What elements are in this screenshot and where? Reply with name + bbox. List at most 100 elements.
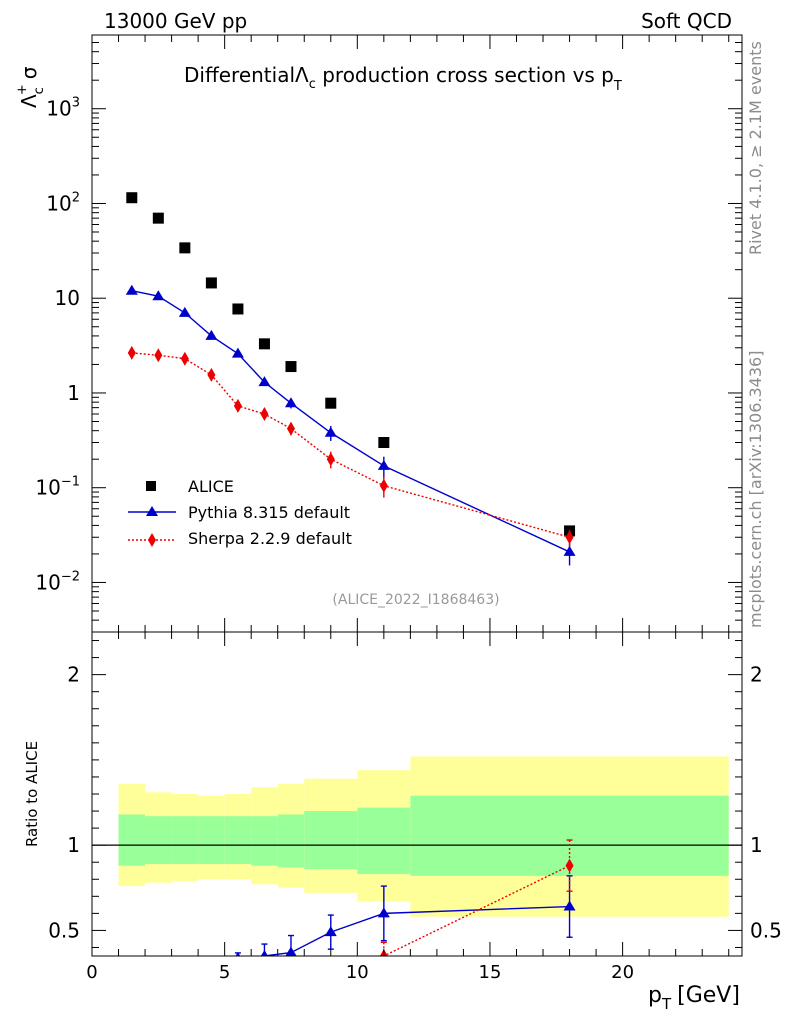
ratio-y-tick-labels: 0.5 0.5 1 1 2 2 <box>48 663 782 943</box>
sherpa-line <box>131 352 570 538</box>
pythia-ratio-point <box>260 950 269 956</box>
alice-point <box>152 212 164 224</box>
x-axis-label: pT [GeV] <box>648 983 740 1013</box>
pythia-line <box>131 290 570 553</box>
sherpa-point <box>233 398 242 413</box>
pythia-ratio-point <box>324 926 337 937</box>
ratio-panel: 0.5 0.5 1 1 2 2 <box>48 631 782 1017</box>
x-tick-label: 10 <box>346 962 369 983</box>
y-tick-label: 10 <box>55 286 80 310</box>
x-tick-labels: 0 5 10 15 20 <box>86 962 634 983</box>
sherpa-ratio-point <box>260 978 268 992</box>
band-stat <box>145 816 172 864</box>
y-tick-label-left: 2 <box>67 663 80 687</box>
main-data-marks <box>125 192 576 566</box>
pythia-point <box>178 306 191 317</box>
main-panel: 10−2 10−1 1 10 102 103 <box>35 34 743 633</box>
ratio-axis-ticks <box>91 632 742 956</box>
pythia-point <box>324 426 337 437</box>
pythia-ratio-point <box>179 975 191 985</box>
legend-marker-sherpa <box>148 533 156 547</box>
band-stat <box>277 814 305 868</box>
y-tick-label-left: 0.5 <box>48 918 80 942</box>
pythia-ratio-point <box>152 984 164 994</box>
pythia-ratio-line <box>255 905 570 956</box>
y-tick-label-right: 0.5 <box>750 918 782 942</box>
y-tick-label-right: 1 <box>750 833 763 857</box>
legend-marker-alice <box>146 481 156 491</box>
pythia-point <box>284 397 297 408</box>
sherpa-ratio-point <box>207 990 215 1004</box>
alice-point <box>205 277 217 289</box>
main-y-axis-label: Λc+σ <box>15 66 47 108</box>
analysis-id: (ALICE_2022_I1868463) <box>332 592 499 608</box>
band-stat <box>251 816 278 866</box>
ratio-uncertainty-bands <box>92 756 742 917</box>
sherpa-ratio-point <box>327 964 335 978</box>
y-tick-label: 103 <box>46 96 80 121</box>
sherpa-ratio-point <box>565 858 574 873</box>
chart-title: DifferentialΛc production cross section … <box>184 63 622 94</box>
y-tick-label: 10−1 <box>35 475 80 500</box>
sherpa-point <box>565 530 574 545</box>
y-tick-label-left: 1 <box>67 833 80 857</box>
alice-point <box>285 361 297 373</box>
main-y-tick-labels: 10−2 10−1 1 10 102 103 <box>35 96 80 595</box>
legend: ALICE Pythia 8.315 default Sherpa 2.2.9 … <box>128 477 352 548</box>
legend-marker-pythia <box>146 506 158 516</box>
side-label-mcplots: mcplots.cern.ch [arXiv:1306.3436] <box>746 351 765 628</box>
main-axis-ticks <box>91 34 742 633</box>
sherpa-ratio-point <box>234 992 242 1006</box>
y-tick-label: 1 <box>67 381 80 405</box>
sherpa-point <box>127 345 136 360</box>
pythia-ratio-point <box>205 963 217 973</box>
x-tick-label: 15 <box>479 962 502 983</box>
x-tick-label: 5 <box>219 962 230 983</box>
sherpa-ratio-point <box>154 1003 162 1017</box>
y-tick-label: 10−2 <box>35 569 80 594</box>
legend-label-alice: ALICE <box>188 477 234 496</box>
pythia-point <box>563 545 576 556</box>
band-stat <box>304 811 358 870</box>
alice-point <box>126 192 138 204</box>
alice-point <box>258 338 270 350</box>
side-label-rivet: Rivet 4.1.0, ≥ 2.1M events <box>746 41 765 255</box>
pythia-ratio-point <box>126 992 138 1002</box>
sherpa-point <box>207 367 216 382</box>
pythia-ratio-point <box>285 946 297 956</box>
band-stat <box>224 816 252 864</box>
alice-point <box>378 437 390 449</box>
pythia-point <box>231 347 244 358</box>
pythia-point <box>258 376 271 387</box>
sherpa-point <box>379 478 388 493</box>
y-tick-label-right: 2 <box>750 663 763 687</box>
band-stat <box>357 807 411 875</box>
legend-label-pythia: Pythia 8.315 default <box>188 503 350 522</box>
y-tick-label: 102 <box>46 190 80 215</box>
sherpa-ratio-point <box>181 997 189 1011</box>
alice-point <box>179 242 191 254</box>
pythia-ratio-point <box>377 907 390 918</box>
x-tick-label: 20 <box>611 962 634 983</box>
alice-point <box>232 303 244 315</box>
legend-label-sherpa: Sherpa 2.2.9 default <box>188 529 352 548</box>
header-left: 13000 GeV pp <box>104 9 247 33</box>
ratio-y-axis-label: Ratio to ALICE <box>23 741 41 847</box>
sherpa-point <box>286 421 295 436</box>
sherpa-point <box>260 406 269 421</box>
pythia-ratio-point <box>563 900 576 911</box>
header-right: Soft QCD <box>641 9 732 33</box>
sherpa-ratio-point <box>287 971 295 985</box>
pythia-point <box>125 284 138 295</box>
sherpa-point <box>180 351 189 366</box>
pythia-point <box>152 290 165 301</box>
band-stat <box>118 814 146 866</box>
pythia-point <box>377 459 390 470</box>
sherpa-point <box>326 452 335 467</box>
x-tick-label: 0 <box>86 962 97 983</box>
pythia-point <box>205 329 218 340</box>
pythia-ratio-point <box>235 952 241 956</box>
alice-point <box>325 397 337 409</box>
band-stat <box>171 816 199 864</box>
